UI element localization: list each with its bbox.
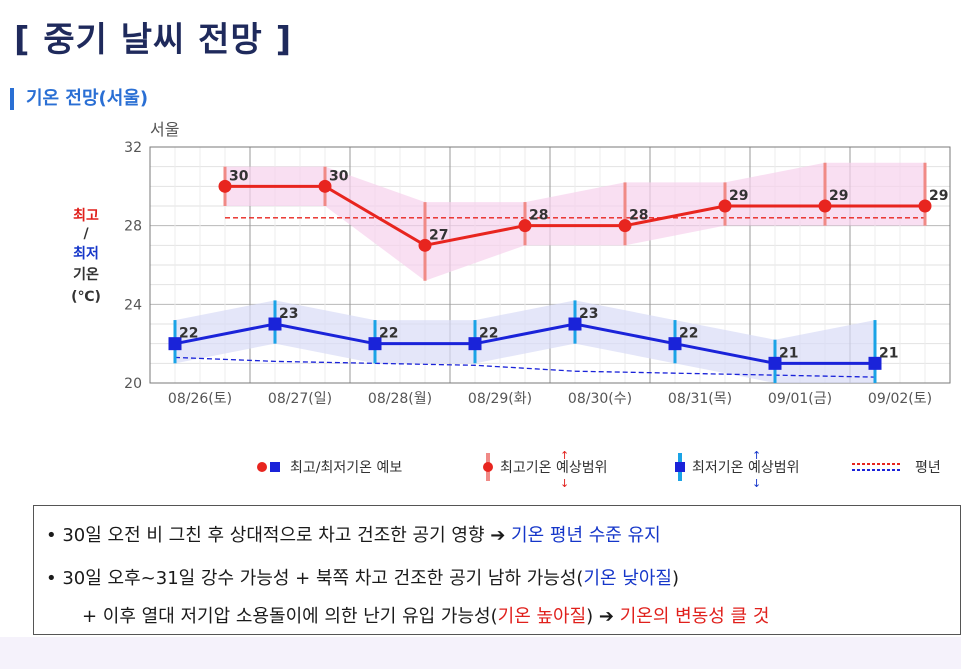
legend-up-arrow: ↑ xyxy=(560,449,569,462)
data-label: 30 xyxy=(329,168,349,184)
summary-box: • 30일 오전 비 그친 후 상대적으로 차고 건조한 공기 영향 ➔ 기온 … xyxy=(33,505,961,635)
x-tick-label: 09/02(토) xyxy=(868,391,932,407)
summary-line-2: • 30일 오후~31일 강수 가능성 + 북쪽 차고 건조한 공기 남하 가능… xyxy=(46,568,680,589)
data-labels: 30 30 27 28 28 29 29 29 22 23 22 22 23 22 21 21 xyxy=(179,168,948,361)
normal-line-최저기온 xyxy=(174,356,876,378)
y-axis-label: 기온 xyxy=(73,267,99,283)
plot-border xyxy=(149,146,951,384)
legend-normal: 평년 xyxy=(915,460,941,476)
series-lines xyxy=(174,184,925,365)
legend-min-range: 최저기온 예상범위 xyxy=(692,460,800,476)
min-temp-point xyxy=(368,337,382,351)
x-tick-label: 09/01(금) xyxy=(768,391,832,407)
data-label: 21 xyxy=(879,345,898,361)
max-temp-point xyxy=(918,199,932,213)
data-label: 22 xyxy=(479,326,498,342)
legend-max-marker xyxy=(257,462,267,472)
data-label: 30 xyxy=(229,168,249,184)
data-label: 27 xyxy=(429,227,448,243)
data-label: 23 xyxy=(279,306,298,322)
summary-line-3: + 이후 열대 저기압 소용돌이에 의한 난기 유입 가능성(기온 높아질) ➔… xyxy=(82,606,770,627)
location-label: 서울 xyxy=(150,120,179,139)
max-temp-point xyxy=(618,219,632,233)
min-temp-point xyxy=(568,317,582,331)
min-temp-point xyxy=(168,337,182,351)
max-temp-point xyxy=(218,179,232,193)
series-markers xyxy=(168,179,932,370)
data-label: 22 xyxy=(379,326,398,342)
max-temp-point xyxy=(718,199,732,213)
data-label: 28 xyxy=(629,208,648,224)
legend-up-arrow-2: ↑ xyxy=(752,449,761,462)
summary-line-1: • 30일 오전 비 그친 후 상대적으로 차고 건조한 공기 영향 ➔ 기온 … xyxy=(46,525,661,546)
data-label: 29 xyxy=(929,188,948,204)
normal-lines xyxy=(174,217,925,378)
legend-max-range-marker xyxy=(483,462,493,472)
x-tick-label: 08/27(일) xyxy=(268,391,332,407)
data-label: 29 xyxy=(829,188,848,204)
y-tick-label: 32 xyxy=(124,140,142,156)
max-temp-point xyxy=(518,219,532,233)
section-title: 기온 전망(서울) xyxy=(10,88,148,110)
min-temp-point xyxy=(868,356,882,370)
y-axis-label: 최고 xyxy=(73,208,99,224)
max-temp-point xyxy=(818,199,832,213)
data-label: 28 xyxy=(529,208,548,224)
y-tick-label: 20 xyxy=(124,376,142,392)
series-line-최저기온 xyxy=(174,322,875,365)
x-tick-label: 08/30(수) xyxy=(568,391,632,407)
min-temp-point xyxy=(668,337,682,351)
range-band-최고기온 xyxy=(225,162,925,281)
max-temp-point xyxy=(418,238,432,252)
summary-highlight-2: 기온 낮아질 xyxy=(583,568,672,589)
data-label: 22 xyxy=(679,326,698,342)
range-bands xyxy=(175,162,925,383)
y-tick-label: 24 xyxy=(124,297,142,313)
footer-band xyxy=(0,637,961,669)
legend-down-arrow: ↓ xyxy=(560,477,569,490)
legend-down-arrow-2: ↓ xyxy=(752,477,761,490)
legend-max-range: 최고기온 예상범위 xyxy=(500,460,608,476)
y-tick-label: 28 xyxy=(124,219,142,235)
min-temp-point xyxy=(268,317,282,331)
x-tick-label: 08/31(목) xyxy=(668,391,732,407)
series-line-최고기온 xyxy=(225,184,925,247)
x-tick-label: 08/28(월) xyxy=(368,391,432,407)
y-axis-label: 최저 xyxy=(73,246,99,262)
data-label: 22 xyxy=(179,326,198,342)
legend: 최고/최저기온 예보 최고기온 예상범위↑↓최저기온 예상범위↑↓평년 xyxy=(257,449,941,490)
max-temp-point xyxy=(318,179,332,193)
data-label: 29 xyxy=(729,188,748,204)
legend-min-range-marker xyxy=(675,462,685,472)
legend-forecast: 최고/최저기온 예보 xyxy=(290,460,402,476)
axes: 20 24 28 32 08/26(토) 08/27(일) 08/28(월) 08/29(화)… xyxy=(71,120,932,407)
min-temp-point xyxy=(768,356,782,370)
summary-highlight-4: 기온의 변동성 클 것 xyxy=(619,606,770,627)
summary-highlight-3: 기온 높아질 xyxy=(497,606,587,627)
range-band-최저기온 xyxy=(175,300,875,383)
data-label: 21 xyxy=(779,345,798,361)
min-temp-point xyxy=(468,337,482,351)
y-axis-label: (℃) xyxy=(71,289,101,305)
data-label: 23 xyxy=(579,306,598,322)
y-axis-label: / xyxy=(83,226,89,242)
page-title: [ 중기 날씨 전망 ] xyxy=(14,20,293,60)
x-tick-label: 08/26(토) xyxy=(168,391,232,407)
summary-highlight-1: 기온 평년 수준 유지 xyxy=(511,525,661,546)
x-tick-label: 08/29(화) xyxy=(468,391,532,407)
legend-min-marker xyxy=(270,462,280,472)
